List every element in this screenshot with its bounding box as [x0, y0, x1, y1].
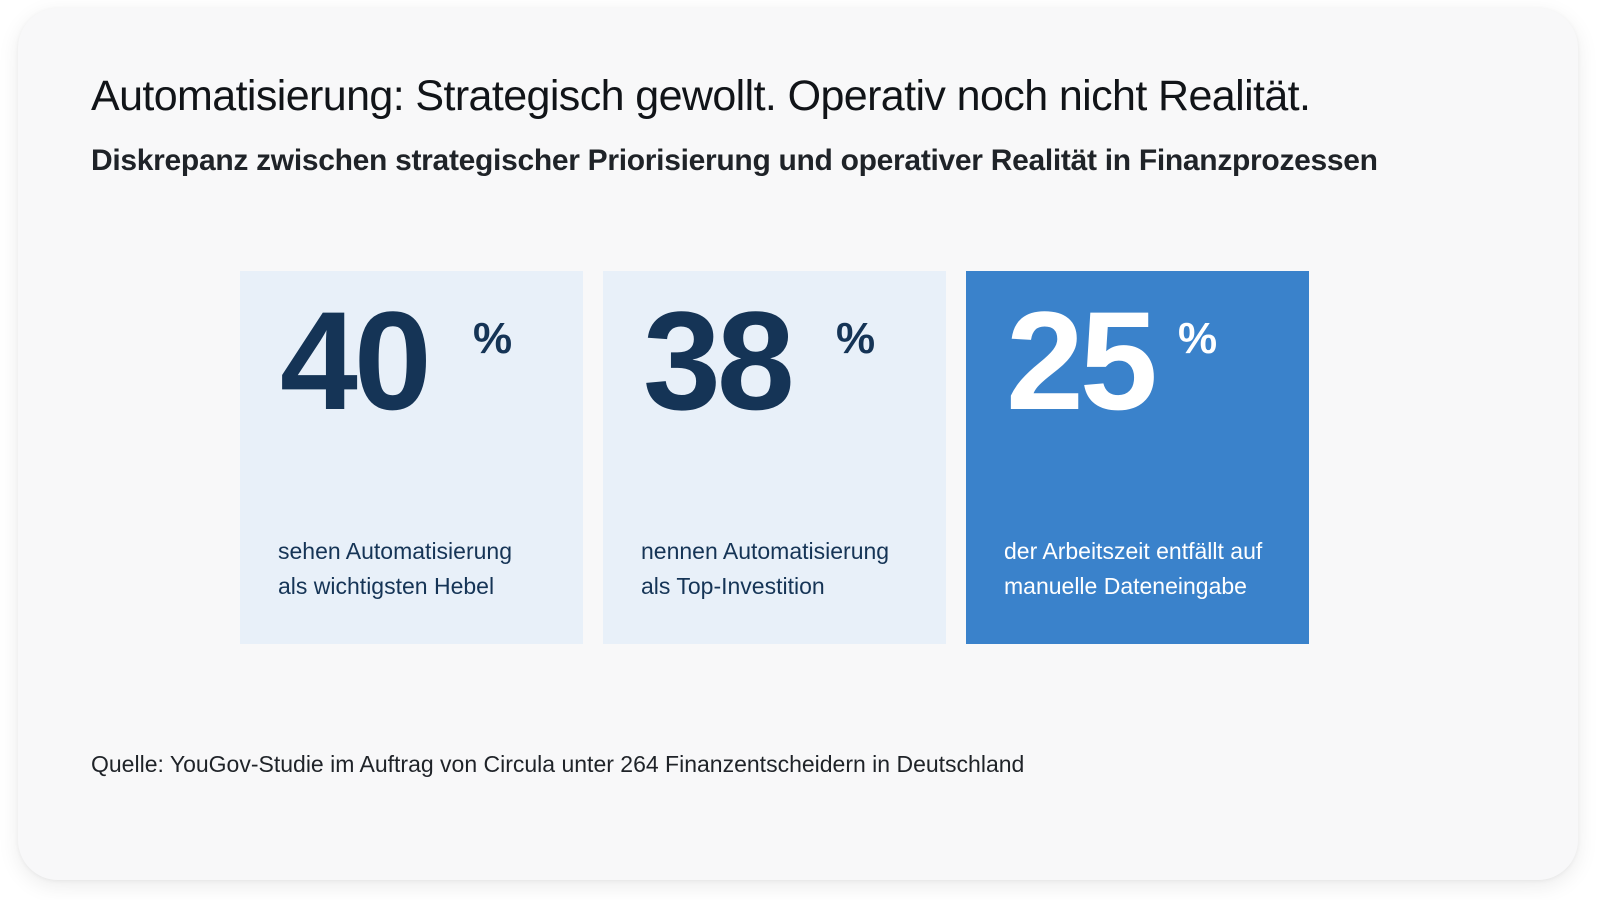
- stat-card-top-investment: 38 % nennen Automatisierung als Top-Inve…: [603, 271, 946, 644]
- stat-value: 38: [643, 282, 795, 439]
- page-title: Automatisierung: Strategisch gewollt. Op…: [91, 72, 1311, 120]
- page-subtitle: Diskrepanz zwischen strategischer Priori…: [91, 144, 1378, 177]
- infographic-card: Automatisierung: Strategisch gewollt. Op…: [18, 8, 1578, 880]
- stat-description-line: als wichtigsten Hebel: [278, 573, 495, 599]
- stat-unit: %: [473, 314, 513, 363]
- stat-description-line: als Top-Investition: [641, 573, 825, 599]
- stat-description-line: nennen Automatisierung: [641, 538, 890, 564]
- stat-description: nennen Automatisierung als Top-Investiti…: [641, 534, 931, 604]
- source-note: Quelle: YouGov-Studie im Auftrag von Cir…: [91, 751, 1025, 777]
- stat-description: der Arbeitszeit entfällt auf manuelle Da…: [1004, 534, 1294, 604]
- stats-row: 40 % sehen Automatisierung als wichtigst…: [240, 271, 1309, 644]
- stat-description-line: sehen Automatisierung: [278, 538, 512, 564]
- stat-value: 25: [1006, 282, 1158, 439]
- stat-description-line: der Arbeitszeit entfällt auf: [1004, 538, 1263, 564]
- stat-card-manual-data-entry: 25 % der Arbeitszeit entfällt auf manuel…: [966, 271, 1309, 644]
- stat-unit: %: [836, 314, 876, 363]
- stat-description-line: manuelle Dateneingabe: [1004, 573, 1247, 599]
- stat-unit: %: [1178, 314, 1218, 363]
- stat-value: 40: [280, 282, 432, 439]
- stat-card-automation-lever: 40 % sehen Automatisierung als wichtigst…: [240, 271, 583, 644]
- stat-description: sehen Automatisierung als wichtigsten He…: [278, 534, 568, 604]
